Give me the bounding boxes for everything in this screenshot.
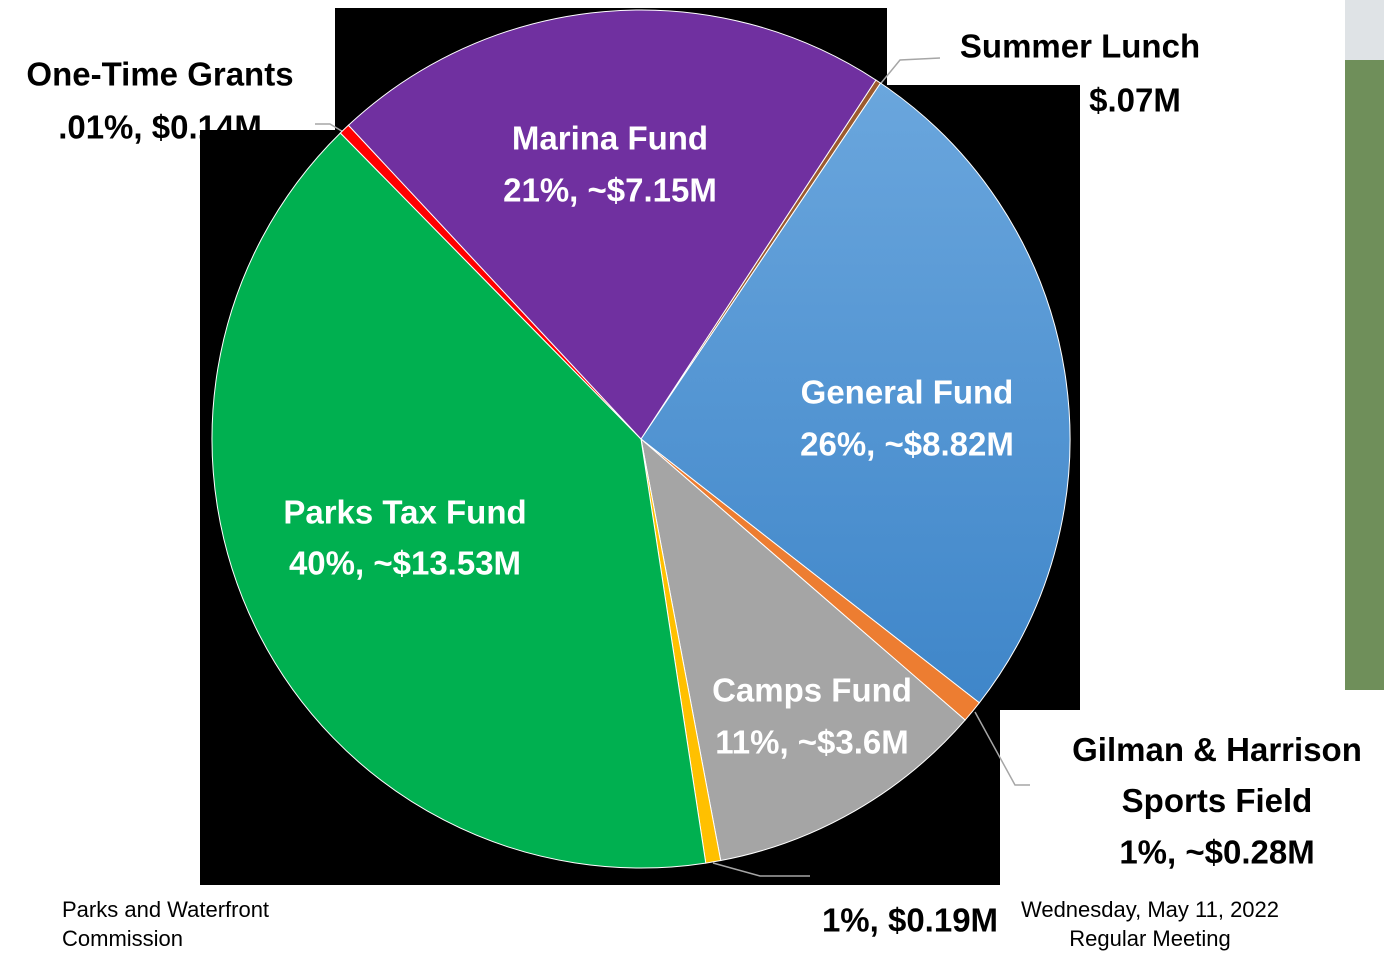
slice-label-value: 26%, ~$8.82M	[800, 425, 1014, 463]
slice-label-value: 11%, ~$3.6M	[715, 723, 909, 761]
leader-line	[315, 123, 346, 134]
slice-label-name: One-Time Grants	[26, 55, 294, 93]
pie-slice	[347, 9, 877, 440]
leader-line	[876, 57, 941, 89]
slice-label-name: Marina Fund	[511, 119, 709, 157]
slice-label-name: Summer Lunch	[959, 27, 1201, 65]
slice-label-value: 1%, $0.19M	[821, 901, 999, 939]
pie	[211, 9, 1071, 869]
slice-label-value: 1%, ~$0.28M	[1119, 833, 1315, 871]
slice-label-value: 40%, ~$13.53M	[288, 544, 522, 582]
pie-slice	[640, 82, 1071, 704]
slice-label-name: Zero Waste	[821, 849, 999, 887]
photo-sky	[1345, 0, 1384, 60]
slice-label-name: Gilman & Harrison Sports Field	[1072, 730, 1362, 819]
leader-line	[712, 862, 810, 877]
slice-label-value: $.07M	[1089, 81, 1181, 119]
pie-slice	[640, 437, 966, 862]
slice-label-name: General Fund	[800, 373, 1014, 411]
photo	[1345, 0, 1384, 690]
leader-line	[974, 711, 1030, 786]
slice-label-name: Camps Fund	[712, 671, 912, 709]
slice-label-value: 21%, ~$7.15M	[503, 171, 717, 209]
slice-label-name: Parks Tax Fund	[283, 493, 527, 531]
slice-label-value: .01%, $0.14M	[58, 108, 262, 146]
leader-lines	[315, 57, 1030, 877]
footer-right: Wednesday, May 11, 2022 Regular Meeting	[1020, 897, 1280, 951]
pie-slice	[211, 132, 707, 869]
footer-left: Parks and Waterfront Commission	[62, 897, 270, 951]
